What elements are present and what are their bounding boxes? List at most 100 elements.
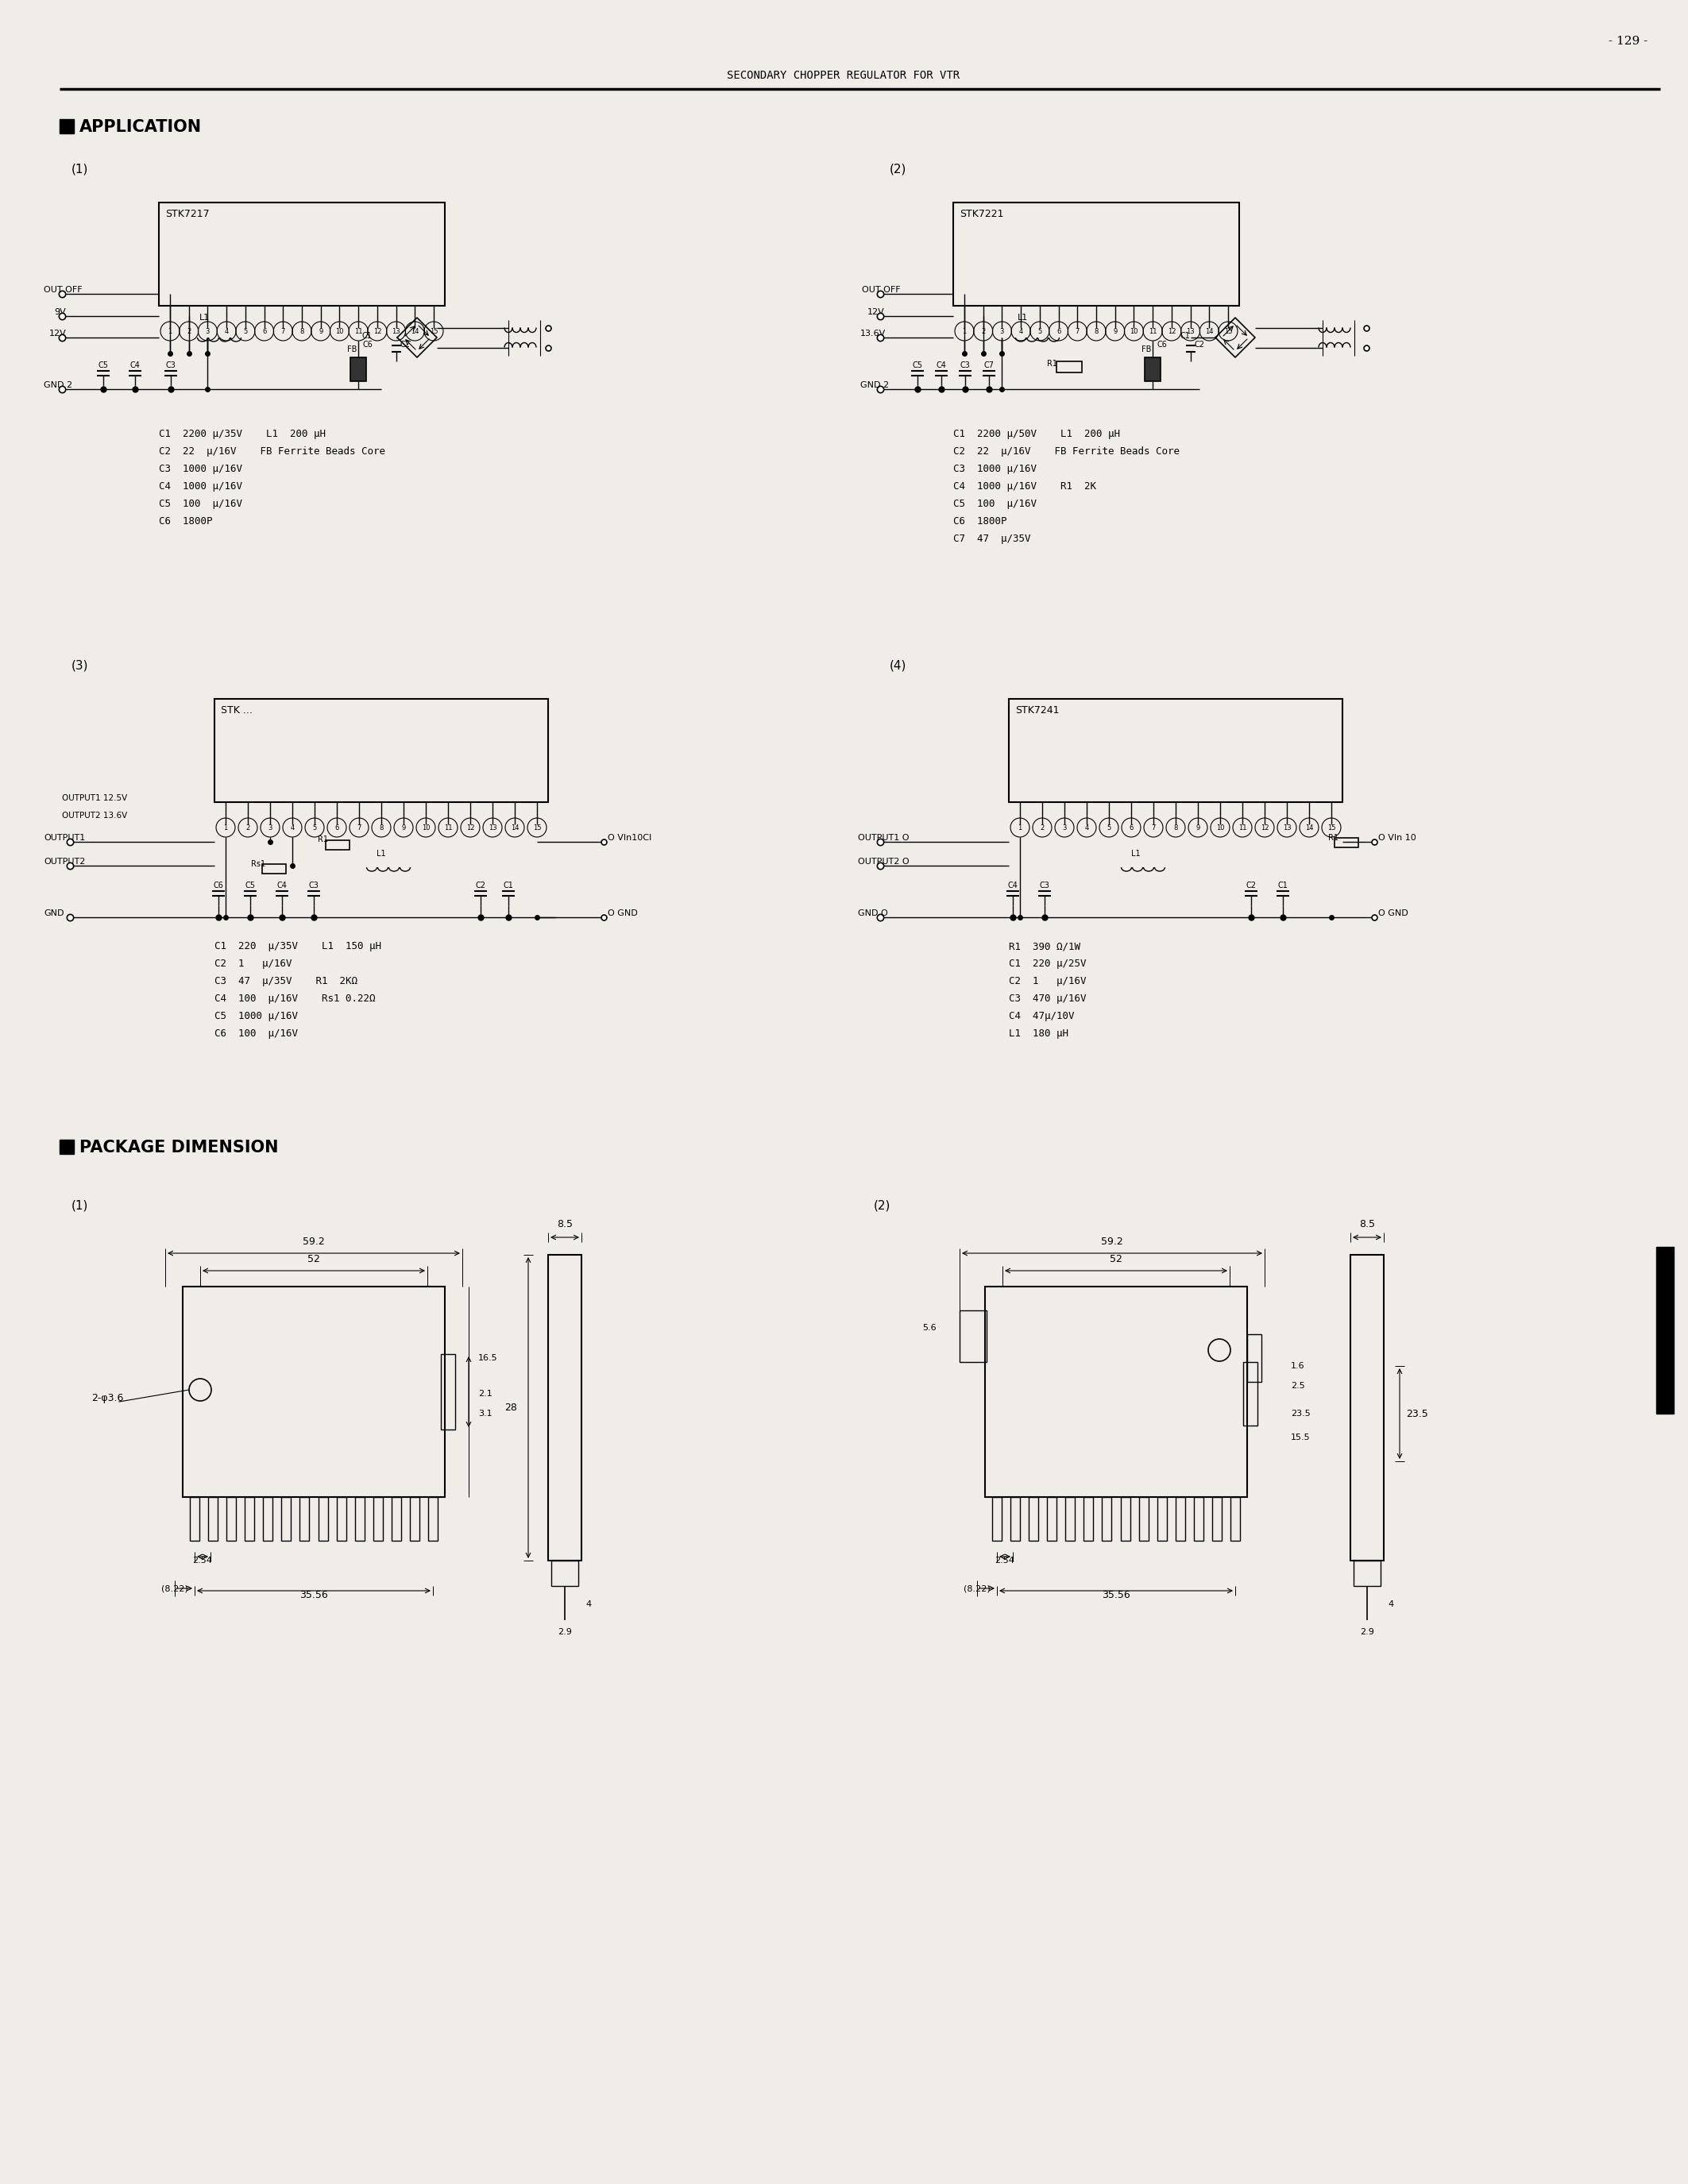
Text: C4: C4 [130,360,140,369]
Text: C1  2200 μ/50V    L1  200 μH: C1 2200 μ/50V L1 200 μH [954,428,1121,439]
Text: C1: C1 [503,882,513,889]
Bar [1139,1496,1148,1540]
Text: 9: 9 [1195,823,1200,832]
Bar [392,1496,402,1540]
Text: 14: 14 [1305,823,1313,832]
Bar [226,1496,236,1540]
Text: (4): (4) [890,660,906,670]
Text: (8.22): (8.22) [964,1583,991,1592]
Text: O GND: O GND [1377,909,1408,917]
Text: L1: L1 [199,314,211,321]
Text: APPLICATION: APPLICATION [79,120,203,135]
Text: C1  220 μ/25V: C1 220 μ/25V [1009,959,1087,970]
Text: C4  1000 μ/16V: C4 1000 μ/16V [159,480,243,491]
Text: 7: 7 [280,328,285,334]
Text: O VIn10CI: O VIn10CI [608,834,652,841]
Text: C2  1   μ/16V: C2 1 μ/16V [214,959,292,970]
Text: 12: 12 [373,328,381,334]
Text: 1: 1 [962,328,967,334]
Text: 13.6V: 13.6V [861,330,886,339]
Text: 8.5: 8.5 [1359,1219,1376,1230]
Text: 12: 12 [1168,328,1177,334]
Text: C6: C6 [363,341,373,349]
Text: 3: 3 [206,328,209,334]
Bar [1121,1496,1129,1540]
Bar [182,1286,446,1496]
Text: 1: 1 [167,328,172,334]
Bar [263,1496,273,1540]
Text: - 129 -: - 129 - [1609,35,1647,46]
Text: 4: 4 [1085,823,1089,832]
Text: 5: 5 [1107,823,1111,832]
Text: C3: C3 [960,360,971,369]
Text: 3: 3 [999,328,1004,334]
Bar [245,1496,255,1540]
Bar [1144,358,1161,382]
Text: C1  2200 μ/35V    L1  200 μH: C1 2200 μ/35V L1 200 μH [159,428,326,439]
Bar [954,203,1239,306]
Text: 52: 52 [1109,1254,1123,1265]
Text: L1  180 μH: L1 180 μH [1009,1029,1069,1040]
Text: OUTPUT2: OUTPUT2 [44,858,86,865]
Text: GND 2: GND 2 [861,382,890,389]
Text: OUT OFF: OUT OFF [44,286,83,295]
Text: C4  100  μ/16V    Rs1 0.22Ω: C4 100 μ/16V Rs1 0.22Ω [214,994,375,1005]
Text: 16.5: 16.5 [478,1354,498,1363]
Bar [1065,1496,1075,1540]
Text: (3): (3) [71,660,88,670]
Text: 8: 8 [380,823,383,832]
Bar [1231,1496,1241,1540]
Text: 2.5: 2.5 [1291,1382,1305,1389]
Text: 11: 11 [1148,328,1156,334]
Text: 14: 14 [510,823,518,832]
Text: 59.2: 59.2 [1101,1236,1123,1247]
Text: 8: 8 [1094,328,1099,334]
Text: (2): (2) [890,164,906,175]
Bar [262,865,285,874]
Bar [208,1496,218,1540]
Text: C2  1   μ/16V: C2 1 μ/16V [1009,976,1087,987]
Text: 11: 11 [1239,823,1246,832]
Bar [993,1496,1001,1540]
Text: 2.54: 2.54 [192,1557,213,1564]
Text: 2: 2 [187,328,191,334]
Text: C2  22  μ/16V    FB Ferrite Beads Core: C2 22 μ/16V FB Ferrite Beads Core [159,446,385,456]
Text: C4: C4 [277,882,287,889]
Text: 9: 9 [319,328,322,334]
Text: 1: 1 [1018,823,1021,832]
Text: Rs1: Rs1 [252,860,265,867]
Bar [410,1496,419,1540]
Text: 2-φ3.6: 2-φ3.6 [91,1393,123,1402]
Bar [59,1140,74,1153]
Bar [1057,360,1082,373]
Text: C3: C3 [1040,882,1050,889]
Text: 2.9: 2.9 [1361,1627,1374,1636]
Text: (1): (1) [71,164,88,175]
Text: C3: C3 [165,360,176,369]
Text: C1: C1 [1180,332,1190,341]
Text: R1: R1 [1047,360,1057,367]
Bar [441,1354,456,1431]
Text: C6: C6 [213,882,223,889]
Text: C1  220  μ/35V    L1  150 μH: C1 220 μ/35V L1 150 μH [214,941,381,952]
Text: 10: 10 [336,328,344,334]
Bar [1212,1496,1222,1540]
Text: C4: C4 [1008,882,1018,889]
Text: GND O: GND O [858,909,888,917]
Bar [1335,839,1359,847]
Text: OUTPUT1 O: OUTPUT1 O [858,834,910,841]
Bar [1656,1247,1674,1413]
Bar [959,1310,986,1363]
Text: (1): (1) [71,1199,88,1212]
Text: C7: C7 [984,360,994,369]
Text: STK7221: STK7221 [959,210,1004,218]
Text: 6: 6 [334,823,339,832]
Text: C2  22  μ/16V    FB Ferrite Beads Core: C2 22 μ/16V FB Ferrite Beads Core [954,446,1180,456]
Text: C7  47  μ/35V: C7 47 μ/35V [954,533,1031,544]
Text: 2: 2 [246,823,250,832]
Text: 13: 13 [392,328,400,334]
Bar [1158,1496,1166,1540]
Text: 12V: 12V [49,330,66,339]
Text: STK7241: STK7241 [1014,705,1060,716]
Text: C5: C5 [245,882,255,889]
